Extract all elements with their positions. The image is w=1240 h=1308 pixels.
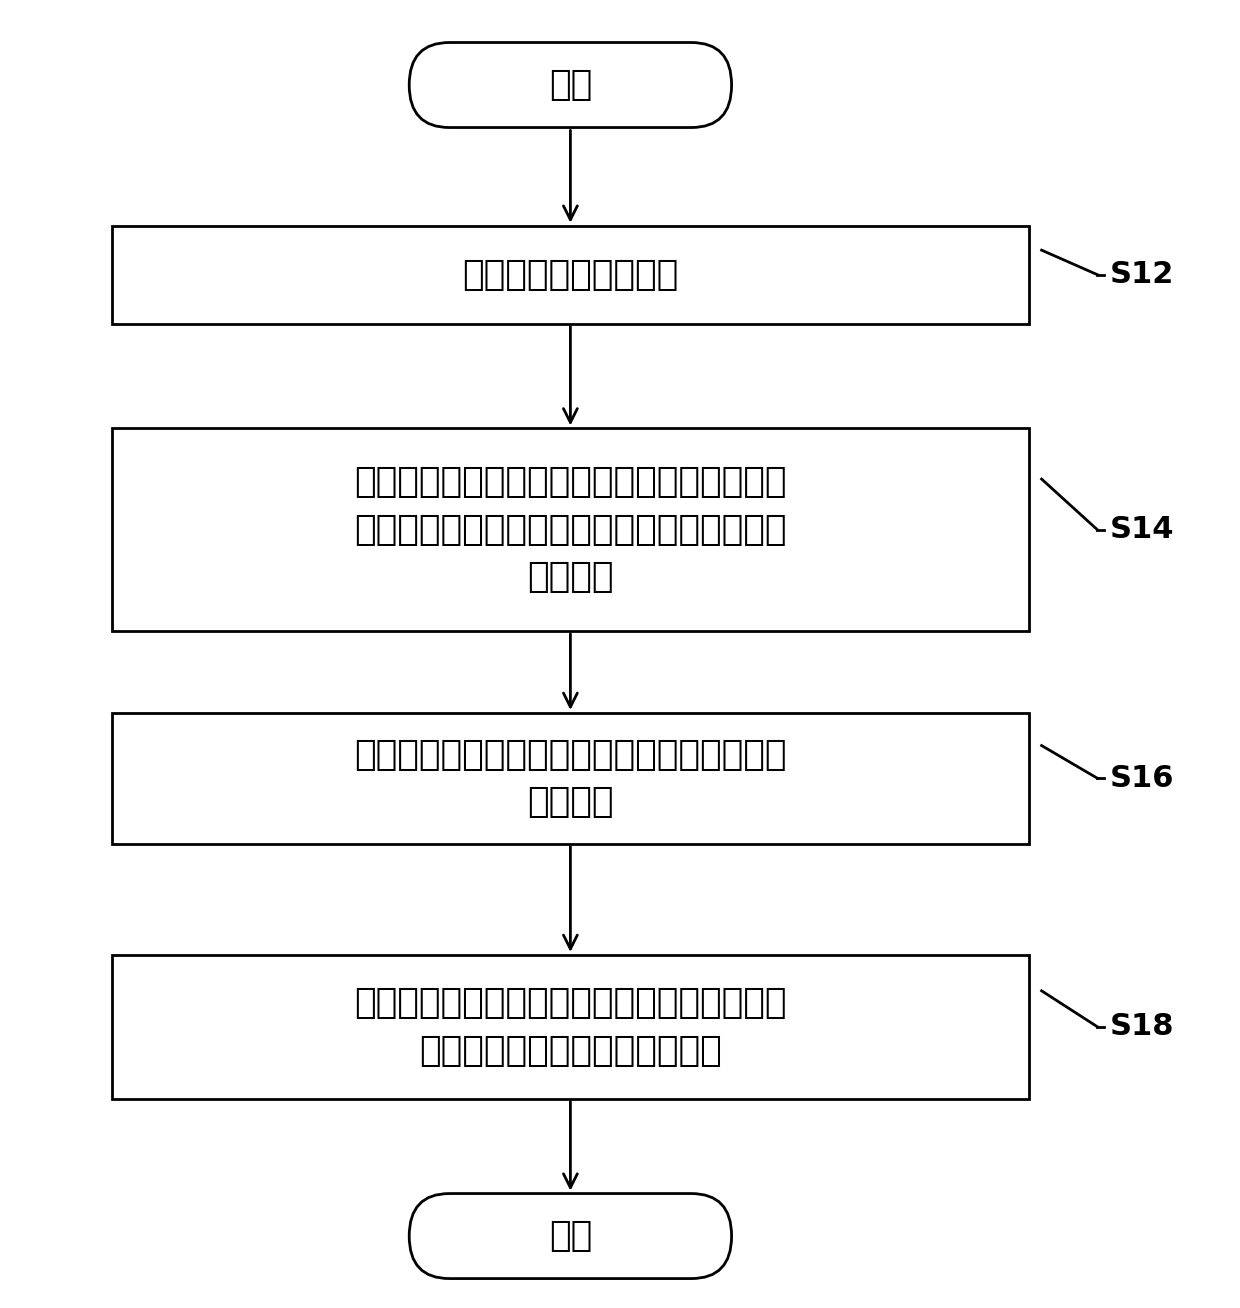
FancyBboxPatch shape [409,1193,732,1279]
Text: S14: S14 [1110,515,1174,544]
FancyBboxPatch shape [112,429,1029,632]
Text: 结束: 结束 [549,1219,591,1253]
Text: 将眼底图像输入糖尿病视网膜病变识别模型，
糖尿病视网膜病变识别模型基于实例分割模型
训练获得: 将眼底图像输入糖尿病视网膜病变识别模型， 糖尿病视网膜病变识别模型基于实例分割模… [355,466,786,594]
Text: 通过糖尿病视网膜病变识别模型标注出病灶的
类型、位置和形状中的至少一种: 通过糖尿病视网膜病变识别模型标注出病灶的 类型、位置和形状中的至少一种 [355,986,786,1067]
FancyBboxPatch shape [112,225,1029,323]
Text: S18: S18 [1110,1012,1174,1041]
FancyBboxPatch shape [409,42,732,127]
Text: S16: S16 [1110,764,1174,793]
Text: 采集待识别的眼底图像: 采集待识别的眼底图像 [463,258,678,292]
FancyBboxPatch shape [112,955,1029,1099]
Text: S12: S12 [1110,260,1174,289]
Text: 通过糖尿病视网膜病变识别模型确定眼底图像
中的病灶: 通过糖尿病视网膜病变识别模型确定眼底图像 中的病灶 [355,738,786,819]
Text: 开始: 开始 [549,68,591,102]
FancyBboxPatch shape [112,713,1029,844]
